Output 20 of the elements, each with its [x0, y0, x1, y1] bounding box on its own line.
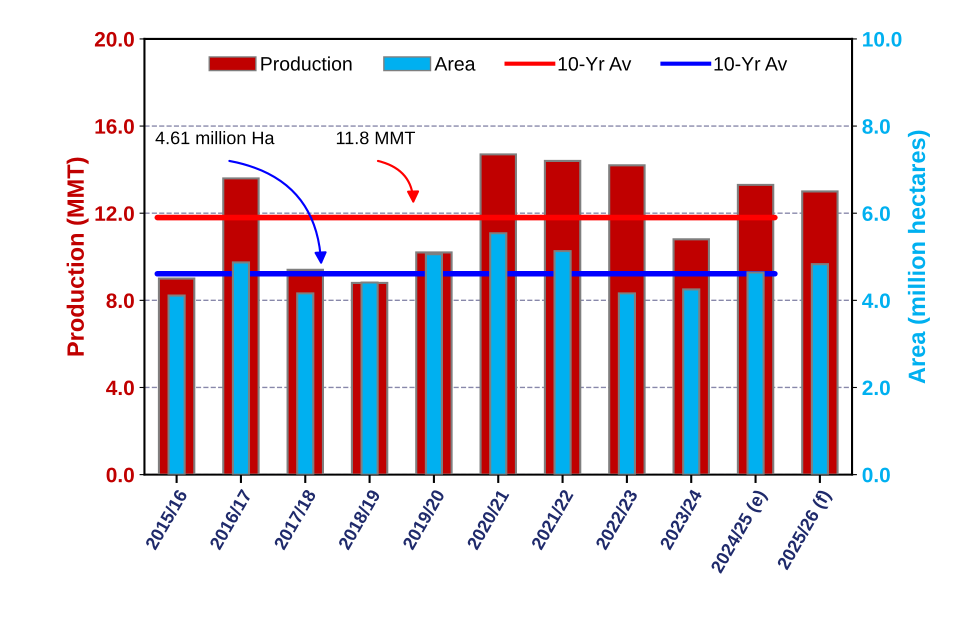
y-tick-label: 20.0	[94, 32, 134, 47]
y2-tick-label: 8.0	[862, 119, 890, 134]
legend-label: 10-Yr Av	[714, 56, 788, 71]
annotation: 4.61 million Ha	[155, 131, 274, 144]
y-tick-label: 16.0	[95, 119, 134, 134]
y2-tick-label: 4.0	[862, 293, 890, 308]
y-tick-label: 0.0	[106, 468, 134, 482]
y2-axis-title: Area (million hectares)	[908, 130, 930, 384]
y2-tick-label: 0.0	[862, 468, 890, 482]
legend-label: Area	[434, 57, 476, 71]
annotation: 11.8 MMT	[336, 132, 416, 144]
y2-tick-label: 6.0	[862, 206, 890, 221]
y2-tick-label: 10.0	[863, 32, 902, 47]
y-axis-title: Production (MMT)	[66, 158, 89, 356]
y2-tick-label: 2.0	[862, 380, 890, 396]
legend-label: 10-Yr Av	[558, 56, 632, 71]
y-tick-label: 8.0	[106, 293, 134, 308]
y-tick-label: 4.0	[106, 380, 134, 396]
legend-label: Production	[261, 56, 352, 71]
y-tick-label: 12.0	[95, 206, 134, 221]
